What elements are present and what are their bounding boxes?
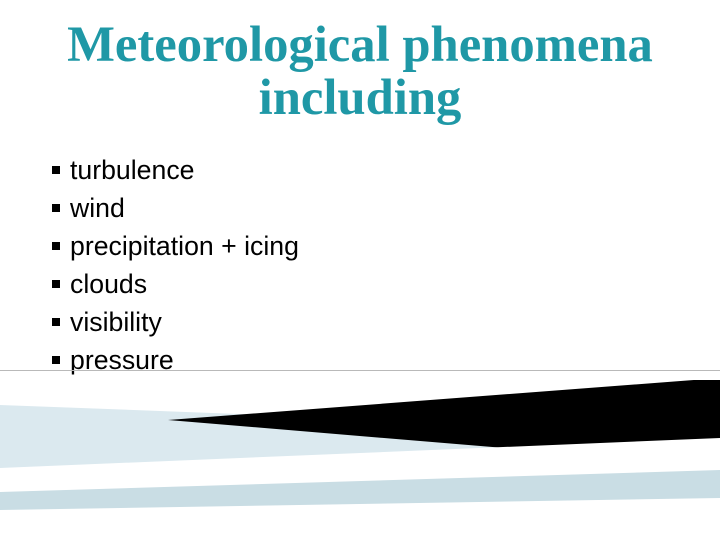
bullet-text: turbulence <box>70 152 194 188</box>
slide: Meteorological phenomena including turbu… <box>0 0 720 540</box>
list-item: wind <box>52 190 720 226</box>
square-bullet-icon <box>52 204 60 212</box>
square-bullet-icon <box>52 318 60 326</box>
bullet-text: visibility <box>70 304 162 340</box>
bullet-text: wind <box>70 190 125 226</box>
square-bullet-icon <box>52 242 60 250</box>
square-bullet-icon <box>52 356 60 364</box>
horizontal-divider <box>0 370 720 371</box>
bullet-text: clouds <box>70 266 147 302</box>
list-item: precipitation + icing <box>52 228 720 264</box>
bullet-list: turbulence wind precipitation + icing cl… <box>0 152 720 378</box>
slide-title: Meteorological phenomena including <box>0 0 720 124</box>
bullet-text: pressure <box>70 342 174 378</box>
list-item: clouds <box>52 266 720 302</box>
decorative-footer <box>0 380 720 540</box>
title-line-2: including <box>259 69 462 125</box>
bullet-text: precipitation + icing <box>70 228 299 264</box>
list-item: turbulence <box>52 152 720 188</box>
list-item: pressure <box>52 342 720 378</box>
square-bullet-icon <box>52 166 60 174</box>
list-item: visibility <box>52 304 720 340</box>
square-bullet-icon <box>52 280 60 288</box>
title-line-1: Meteorological phenomena <box>67 16 653 72</box>
